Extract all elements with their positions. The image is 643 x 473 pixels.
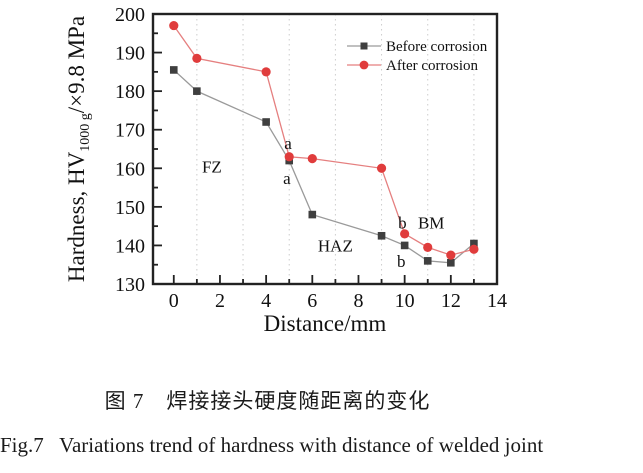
annotation-b: b — [397, 252, 406, 271]
x-tick-label: 0 — [169, 290, 179, 312]
annotation-fz: FZ — [202, 157, 222, 176]
annotation-a: a — [283, 169, 291, 188]
data-point-marker — [376, 163, 387, 173]
y-tick-label: 170 — [115, 120, 145, 142]
legend-marker-square — [360, 42, 368, 50]
x-tick-label: 10 — [395, 290, 415, 312]
y-tick-label: 140 — [115, 235, 145, 257]
y-tick-label: 180 — [115, 81, 145, 103]
data-point-marker — [400, 241, 409, 250]
x-axis-label: Distance/mm — [264, 311, 387, 336]
x-tick-labels: 0 2 4 6 8 10 12 14 — [169, 290, 507, 312]
legend-label: Before corrosion — [386, 39, 488, 55]
x-tick-label: 12 — [441, 290, 461, 312]
gridlines — [196, 14, 475, 284]
data-point-marker — [169, 20, 179, 31]
data-point-marker — [377, 231, 386, 240]
caption-chinese: 图 7 焊接接头硬度随距离的变化 — [104, 389, 431, 413]
legend-entry-after-corrosion: After corrosion — [347, 58, 479, 74]
data-point-marker — [469, 244, 479, 254]
legend-entry-before-corrosion: Before corrosion — [347, 39, 488, 55]
data-point-marker — [192, 53, 202, 63]
legend-marker-circle — [359, 60, 369, 70]
hardness-distance-chart: 0 2 4 6 8 10 12 14 130 140 150 160 170 180 190 200 Dista… — [64, 4, 507, 336]
data-point-marker — [308, 210, 317, 219]
series-after-corrosion — [169, 20, 479, 260]
series-line — [173, 25, 475, 256]
legend-label: After corrosion — [386, 58, 479, 74]
data-point-marker — [423, 242, 433, 252]
caption-english: Fig.7 Variations trend of hardness with … — [0, 433, 544, 457]
y-tick-label: 130 — [115, 274, 145, 296]
annotation-a: a — [284, 134, 292, 153]
y-axis-label: Hardness, HV1000 g/×9.8 MPa — [64, 16, 93, 282]
x-tick-label: 6 — [307, 290, 317, 312]
annotation-haz: HAZ — [318, 236, 353, 255]
x-tick-label: 14 — [487, 290, 507, 312]
y-tick-label: 200 — [115, 4, 145, 26]
series-line — [173, 69, 475, 264]
data-point-marker — [193, 87, 201, 95]
annotation-b: b — [398, 213, 407, 232]
x-tick-label: 8 — [353, 290, 363, 312]
x-tick-label: 4 — [261, 290, 271, 312]
data-point-marker — [423, 257, 432, 265]
data-point-marker — [169, 66, 178, 74]
legend: Before corrosion After corrosion — [347, 39, 488, 74]
y-tick-label: 190 — [115, 43, 145, 65]
data-point-marker — [470, 239, 478, 248]
data-point-marker — [262, 118, 270, 126]
data-point-marker — [261, 67, 271, 77]
plot-frame — [151, 12, 499, 286]
y-tick-label: 150 — [115, 197, 145, 219]
y-tick-label: 160 — [115, 158, 145, 180]
data-point-marker — [446, 250, 456, 260]
data-point-marker — [400, 229, 410, 239]
y-tick-labels: 130 140 150 160 170 180 190 200 — [115, 4, 145, 296]
x-tick-label: 2 — [215, 290, 225, 312]
series-before-corrosion — [169, 66, 478, 267]
data-point-marker — [284, 152, 294, 162]
data-point-marker — [307, 154, 317, 164]
annotation-bm: BM — [418, 213, 444, 232]
data-point-marker — [447, 258, 455, 267]
